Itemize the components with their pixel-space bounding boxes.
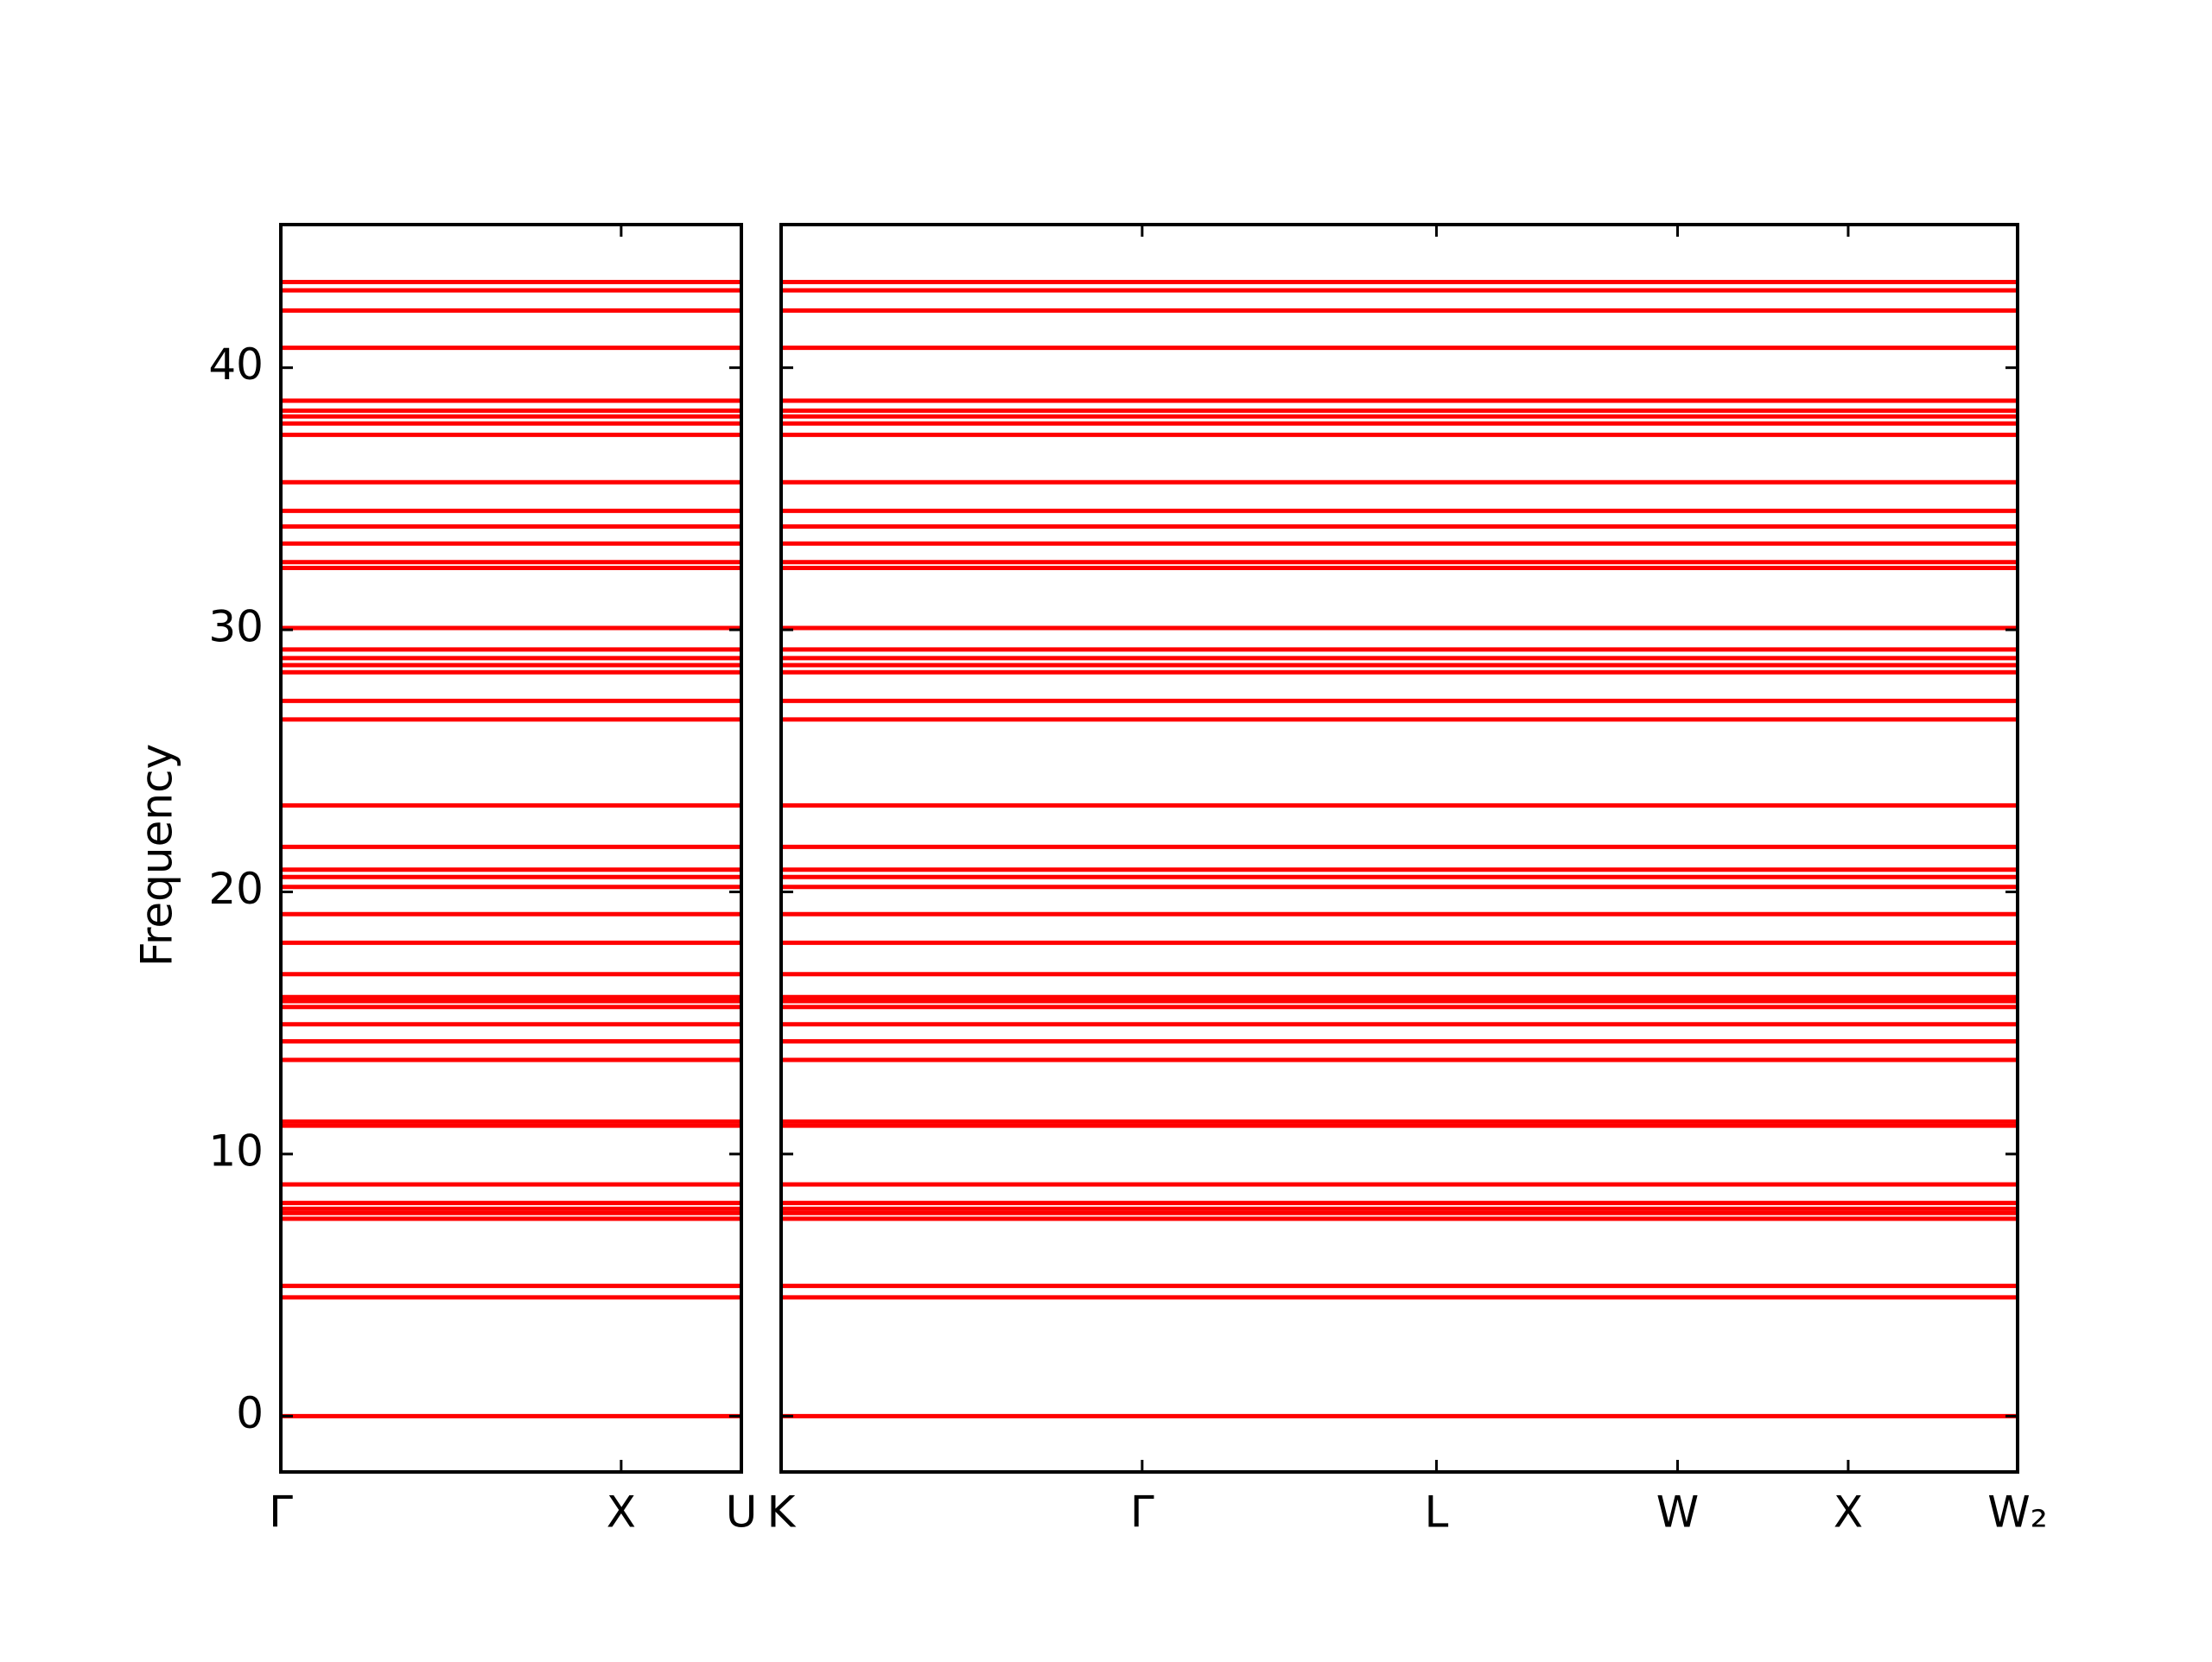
y-tick-label: 30	[208, 602, 264, 652]
x-tick-label: Γ	[1130, 1488, 1154, 1538]
y-tick-label: 20	[208, 864, 264, 914]
x-tick-label: K	[767, 1488, 797, 1538]
y-tick-label: 10	[208, 1126, 264, 1176]
x-tick-label: X	[1834, 1488, 1863, 1538]
panel-frame	[779, 223, 2019, 1474]
x-tick-label: W	[1656, 1488, 1699, 1538]
x-tick-label: W₂	[1987, 1488, 2047, 1538]
x-tick-label: U	[726, 1488, 758, 1538]
y-tick-label: 0	[236, 1388, 264, 1438]
x-tick-label: L	[1425, 1488, 1449, 1538]
panel-frame	[279, 223, 743, 1474]
x-tick-label: X	[607, 1488, 636, 1538]
y-tick-label: 40	[208, 339, 264, 390]
y-axis-label: Frequency	[132, 744, 182, 967]
x-tick-label: Γ	[269, 1488, 293, 1538]
